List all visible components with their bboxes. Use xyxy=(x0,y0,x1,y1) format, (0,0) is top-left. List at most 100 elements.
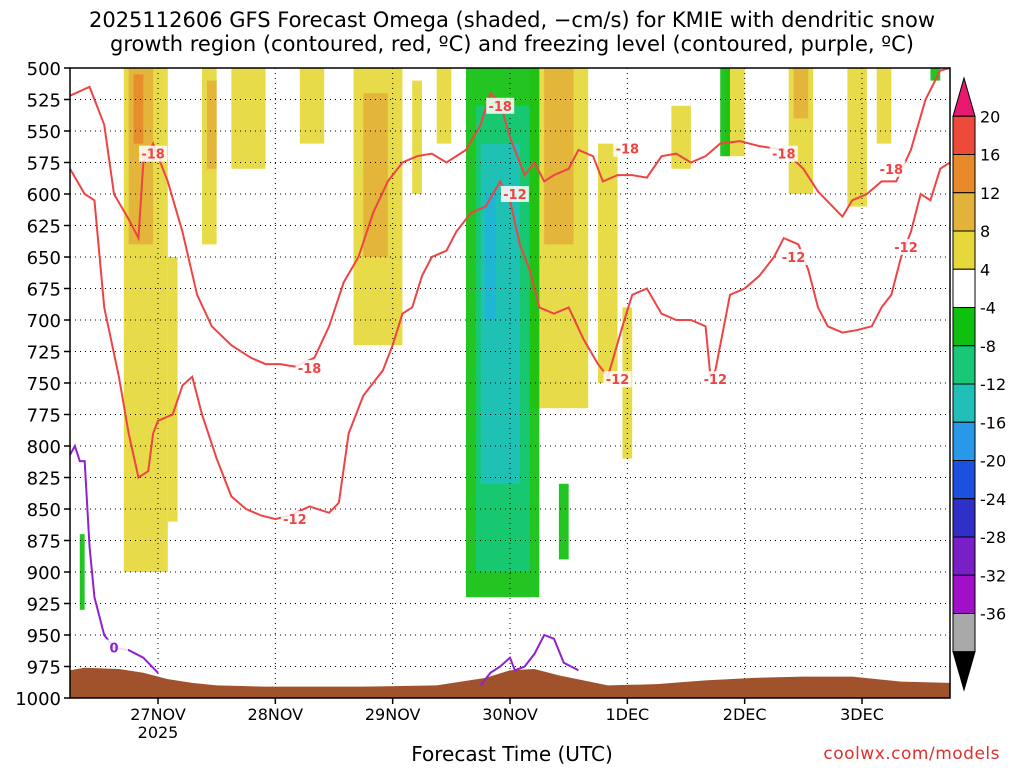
colorbar-label: -24 xyxy=(980,490,1006,509)
colorbar-label: 8 xyxy=(980,222,990,241)
y-tick-label: 725 xyxy=(27,343,61,364)
y-tick-label: 550 xyxy=(27,122,61,143)
y-tick-label: 850 xyxy=(27,500,61,521)
omega-shade-4 xyxy=(598,143,618,383)
contour-label-bg xyxy=(603,371,632,388)
contour-label-text: -18 xyxy=(298,362,322,377)
omega-shade-4 xyxy=(876,68,892,144)
x-tick-label: 2DEC xyxy=(723,705,767,724)
contour-label-bg xyxy=(139,145,168,162)
omega-shade-4 xyxy=(436,68,452,144)
colorbar-label: -8 xyxy=(980,337,996,356)
colorbar-swatch xyxy=(952,460,976,500)
contour-label-text: -18 xyxy=(772,148,796,163)
x-tick-label: 29NOV xyxy=(365,705,421,724)
colorbar-label: -4 xyxy=(980,299,996,318)
chart-title-line-1: 2025112606 GFS Forecast Omega (shaded, −… xyxy=(88,8,936,32)
omega-shade-neg4 xyxy=(720,68,730,157)
colorbar-swatch xyxy=(952,383,976,423)
colorbar-swatch xyxy=(952,268,976,308)
chart-title-line-2: growth region (contoured, red, ºC) and f… xyxy=(110,32,914,56)
contour-label-text: -18 xyxy=(880,163,904,178)
terrain-shade xyxy=(70,667,950,698)
y-tick-label: 775 xyxy=(27,406,61,427)
contour-label: -18 xyxy=(877,160,906,178)
y-tick-label: 975 xyxy=(27,658,61,679)
omega-shade-neg4 xyxy=(79,534,85,610)
contour-label: -18 xyxy=(486,97,515,115)
contour-label-text: -12 xyxy=(894,241,918,256)
colorbar-label: -36 xyxy=(980,605,1006,624)
colorbar-swatch xyxy=(952,613,976,653)
omega-shade-8 xyxy=(544,68,574,245)
y-tick-label: 750 xyxy=(27,374,61,395)
colorbar-swatch xyxy=(952,345,976,385)
contour-label-text: -12 xyxy=(606,373,630,388)
contour-label-text: -18 xyxy=(616,143,640,158)
contour-label-bg xyxy=(100,639,128,656)
contour-label-text: -12 xyxy=(704,373,728,388)
x-tick-label: 1DEC xyxy=(605,705,649,724)
omega-shade-4 xyxy=(847,68,867,207)
colorbar-swatch xyxy=(952,192,976,232)
x-tick-label: 27NOV xyxy=(130,705,186,724)
contour-label-text: -12 xyxy=(283,513,307,528)
y-tick-label: 650 xyxy=(27,248,61,269)
colorbar-label: 4 xyxy=(980,260,990,279)
contour-label-bg xyxy=(769,145,798,162)
colorbar-swatch xyxy=(952,230,976,270)
contour-label-bg xyxy=(500,186,529,202)
colorbar-swatch xyxy=(952,536,976,576)
contour-label-bg xyxy=(779,249,808,265)
contour-label: -18 xyxy=(139,145,168,163)
colorbar-label: -32 xyxy=(980,566,1006,585)
x-tick-label: 3DEC xyxy=(840,705,884,724)
y-tick-label: 1000 xyxy=(15,689,61,710)
y-tick-label: 575 xyxy=(27,154,61,175)
omega-shade-4 xyxy=(299,68,325,144)
contour-line xyxy=(69,161,951,521)
omega-shade-neg4 xyxy=(558,483,569,560)
omega-shade-neg4 xyxy=(930,68,941,81)
omega-shade-8 xyxy=(206,80,217,169)
colorbar-label: -20 xyxy=(980,452,1006,471)
y-tick-label: 800 xyxy=(27,437,61,458)
contour-label: -18 xyxy=(295,359,324,377)
contour-label-text: 0 xyxy=(109,642,118,657)
credit-text: coolwx.com/models xyxy=(823,744,1000,764)
omega-shade-8 xyxy=(793,68,809,119)
y-tick-label: 525 xyxy=(27,91,61,112)
y-tick-label: 625 xyxy=(27,217,61,238)
contour-label: -18 xyxy=(613,140,642,158)
contour-line xyxy=(69,443,159,674)
colorbar-swatch xyxy=(952,307,976,347)
chart-title: 2025112606 GFS Forecast Omega (shaded, −… xyxy=(0,8,1024,56)
omega-shade-12 xyxy=(133,74,144,144)
colorbar-swatch xyxy=(952,574,976,614)
contour-label-bg xyxy=(486,97,515,114)
contour-label-bg xyxy=(877,160,906,177)
y-tick-label: 875 xyxy=(27,532,61,553)
omega-shade-4 xyxy=(167,257,178,522)
contour-line xyxy=(69,67,951,368)
y-tick-label: 900 xyxy=(27,563,61,584)
colorbar-label: -12 xyxy=(980,375,1006,394)
colorbar-cap-top xyxy=(952,76,976,117)
y-tick-label: 500 xyxy=(27,59,61,80)
y-tick-label: 825 xyxy=(27,469,61,490)
contour-label-bg xyxy=(295,359,324,376)
omega-shade-4 xyxy=(671,105,691,169)
contour-label-bg xyxy=(280,511,309,528)
contour-label-text: -18 xyxy=(488,100,512,115)
contour-label-text: -12 xyxy=(503,188,527,203)
colorbar-cap-bottom xyxy=(952,651,976,692)
contour-label: -12 xyxy=(892,238,920,256)
contour-label: -12 xyxy=(603,371,632,388)
x-tick-label: 28NOV xyxy=(248,705,304,724)
contour-label: 0 xyxy=(100,639,128,657)
contour-label: -12 xyxy=(280,511,309,528)
colorbar-swatch xyxy=(952,154,976,194)
contour-label: -12 xyxy=(500,186,529,203)
y-tick-label: 675 xyxy=(27,280,61,301)
colorbar-label: 12 xyxy=(980,184,1000,203)
